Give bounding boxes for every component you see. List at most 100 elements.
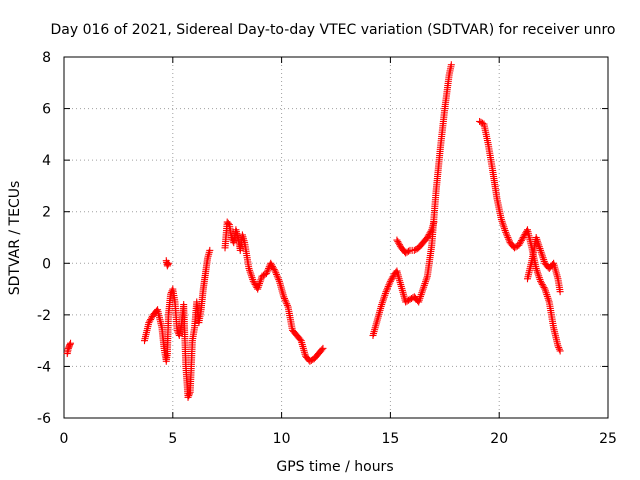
x-tick-label: 25 xyxy=(599,431,617,447)
data-point xyxy=(502,228,510,236)
y-tick-label: 4 xyxy=(42,153,51,169)
data-point xyxy=(306,357,314,365)
data-point xyxy=(519,234,527,241)
data-point xyxy=(406,295,414,303)
data-point xyxy=(512,243,520,251)
data-point xyxy=(410,246,418,254)
data-point xyxy=(537,279,545,287)
data-point xyxy=(510,244,518,252)
data-point xyxy=(554,342,562,350)
data-point xyxy=(555,344,563,352)
data-point xyxy=(258,272,266,280)
data-point xyxy=(185,392,193,400)
data-point xyxy=(430,218,438,226)
y-tick-label: 8 xyxy=(42,50,51,66)
data-point xyxy=(540,284,548,292)
data-point xyxy=(516,240,524,248)
data-point xyxy=(263,268,271,276)
data-point xyxy=(384,282,392,290)
data-point xyxy=(249,277,257,285)
axis-ticks: 0 5 10 15 20 25 -6 -4 -2 0 2 4 6 8 xyxy=(37,50,617,447)
data-point xyxy=(476,117,484,125)
y-tick-label: -6 xyxy=(37,411,51,427)
data-point xyxy=(517,238,525,246)
data-point xyxy=(296,335,304,343)
data-point xyxy=(270,265,278,273)
data-point xyxy=(447,61,455,69)
x-tick-label: 10 xyxy=(273,431,291,447)
x-tick-label: 5 xyxy=(168,431,177,447)
data-point xyxy=(387,276,395,284)
data-point xyxy=(537,277,545,285)
data-point xyxy=(67,339,75,347)
data-point xyxy=(403,297,411,305)
data-point xyxy=(267,259,275,267)
data-point xyxy=(393,236,401,244)
data-point xyxy=(383,284,391,292)
data-point xyxy=(394,238,402,246)
data-point xyxy=(503,232,511,240)
data-point xyxy=(517,237,525,245)
data-point xyxy=(250,279,258,287)
data-point xyxy=(382,288,390,296)
data-point xyxy=(395,239,403,247)
data-point xyxy=(145,319,153,327)
data-point xyxy=(518,235,526,243)
data-point xyxy=(269,264,277,272)
y-tick-label: -2 xyxy=(37,308,51,324)
data-point xyxy=(402,249,410,257)
data-point xyxy=(268,262,276,270)
data-point xyxy=(502,230,510,238)
plot-frame xyxy=(63,56,609,419)
data-point xyxy=(164,259,172,267)
data-point xyxy=(271,267,279,275)
data-point xyxy=(273,272,281,280)
data-point xyxy=(282,298,290,306)
data-point xyxy=(539,282,547,290)
data-point xyxy=(146,317,154,325)
data-point xyxy=(477,118,485,126)
data-point xyxy=(412,246,420,254)
data-point xyxy=(283,301,291,309)
data-point xyxy=(555,345,563,353)
y-tick-label: -4 xyxy=(37,359,51,375)
data-point xyxy=(538,280,546,288)
data-point xyxy=(262,270,270,278)
y-tick-label: 0 xyxy=(42,256,51,272)
data-point xyxy=(281,295,289,303)
data-point xyxy=(505,235,513,243)
data-point xyxy=(280,293,288,301)
data-point xyxy=(147,314,155,322)
data-point xyxy=(206,246,214,254)
data-point xyxy=(259,271,267,279)
data-point xyxy=(275,276,283,284)
data-point xyxy=(283,300,291,308)
grid-lines xyxy=(64,57,608,418)
data-point xyxy=(556,347,564,355)
data-point xyxy=(405,247,413,255)
data-point xyxy=(402,298,410,306)
data-point xyxy=(403,248,411,256)
x-tick-label: 20 xyxy=(490,431,508,447)
data-point xyxy=(224,219,232,227)
data-point xyxy=(383,286,391,294)
y-tick-label: 2 xyxy=(42,205,51,221)
data-point xyxy=(388,274,396,282)
data-point xyxy=(426,229,434,237)
data-points xyxy=(63,61,564,401)
data-point xyxy=(386,277,394,285)
y-tick-label: 6 xyxy=(42,102,51,118)
data-point xyxy=(184,393,192,401)
data-point xyxy=(147,315,155,323)
data-point xyxy=(185,390,193,398)
data-point xyxy=(515,241,523,249)
data-point xyxy=(318,346,326,354)
data-point xyxy=(319,344,327,352)
data-point xyxy=(396,241,404,249)
data-point xyxy=(504,234,512,241)
data-point xyxy=(274,274,282,282)
data-point xyxy=(386,279,394,287)
data-point xyxy=(427,227,435,235)
x-tick-label: 0 xyxy=(60,431,69,447)
